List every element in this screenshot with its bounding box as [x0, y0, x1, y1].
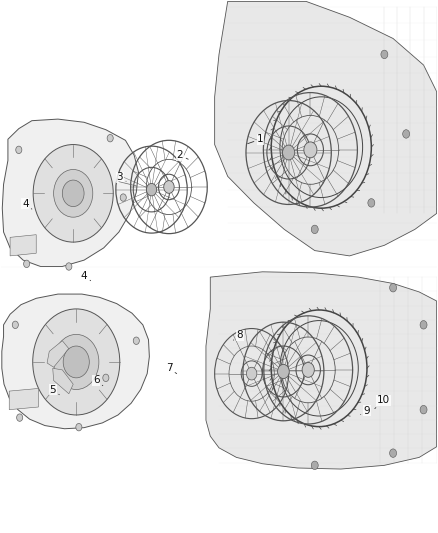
Circle shape	[53, 334, 99, 390]
Circle shape	[403, 130, 410, 138]
Polygon shape	[206, 272, 437, 469]
Circle shape	[17, 414, 23, 421]
Circle shape	[304, 142, 317, 158]
Polygon shape	[215, 2, 437, 256]
Circle shape	[311, 461, 318, 470]
Circle shape	[107, 134, 113, 142]
Circle shape	[420, 406, 427, 414]
Circle shape	[103, 374, 109, 382]
Polygon shape	[47, 341, 69, 367]
Text: 4: 4	[22, 199, 32, 209]
Circle shape	[381, 50, 388, 59]
Circle shape	[368, 199, 375, 207]
Circle shape	[420, 320, 427, 329]
Text: 6: 6	[93, 375, 103, 386]
Circle shape	[390, 449, 396, 457]
Text: 7: 7	[166, 364, 177, 374]
Circle shape	[302, 362, 314, 377]
Circle shape	[76, 423, 82, 431]
Text: 4: 4	[81, 271, 91, 281]
Circle shape	[146, 183, 157, 196]
Circle shape	[120, 194, 126, 201]
Circle shape	[53, 169, 93, 217]
Circle shape	[33, 309, 120, 415]
Circle shape	[133, 337, 139, 344]
Text: 10: 10	[375, 395, 390, 409]
Circle shape	[164, 181, 174, 193]
Circle shape	[278, 365, 289, 378]
Circle shape	[33, 144, 113, 242]
Circle shape	[390, 284, 396, 292]
Text: 1: 1	[248, 134, 264, 144]
Circle shape	[66, 263, 72, 270]
Circle shape	[311, 225, 318, 233]
Polygon shape	[2, 119, 138, 266]
Polygon shape	[10, 235, 36, 256]
Text: 2: 2	[177, 150, 188, 160]
Text: 5: 5	[49, 384, 59, 394]
Text: 9: 9	[360, 406, 370, 416]
Circle shape	[62, 180, 84, 207]
Circle shape	[16, 146, 22, 154]
Polygon shape	[53, 368, 73, 394]
Polygon shape	[9, 389, 39, 410]
Text: 3: 3	[117, 172, 126, 182]
Polygon shape	[2, 294, 149, 429]
Circle shape	[24, 260, 30, 268]
Circle shape	[63, 346, 89, 378]
Text: 8: 8	[233, 330, 243, 341]
Circle shape	[283, 145, 295, 160]
Circle shape	[247, 367, 257, 380]
Circle shape	[12, 321, 18, 328]
